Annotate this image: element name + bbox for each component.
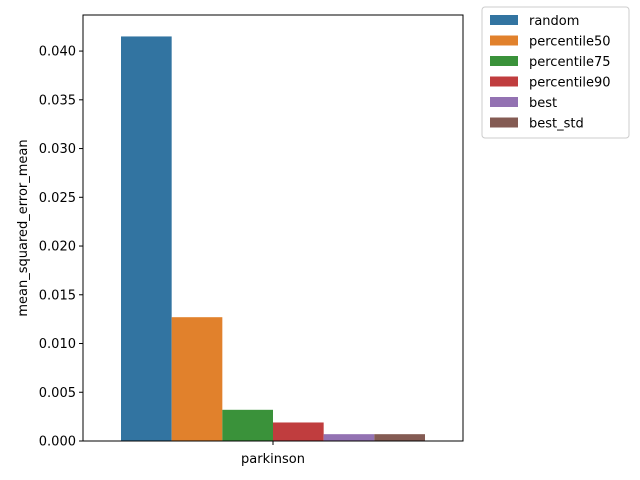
bar-best	[324, 434, 375, 441]
legend-label-best: best	[529, 96, 557, 111]
y-tick-label: 0.000	[39, 435, 76, 450]
y-tick-label: 0.035	[39, 93, 76, 108]
legend-label-percentile50: percentile50	[529, 35, 611, 50]
bar-percentile75	[222, 410, 273, 441]
y-tick-label: 0.020	[39, 240, 76, 255]
x-axis: parkinson	[241, 441, 305, 467]
bars-group	[121, 36, 425, 441]
legend: random percentile50 percentile75 percentile…	[482, 7, 629, 138]
y-tick-label: 0.025	[39, 191, 76, 206]
legend-label-best_std: best_std	[529, 117, 584, 132]
x-tick-label: parkinson	[241, 452, 305, 467]
legend-swatch-percentile50	[490, 36, 518, 46]
legend-swatch-random	[490, 15, 518, 25]
y-tick-label: 0.005	[39, 386, 76, 401]
y-tick-label: 0.030	[39, 142, 76, 157]
bar-percentile50	[172, 317, 223, 441]
y-tick-label: 0.040	[39, 45, 76, 60]
legend-swatch-percentile75	[490, 56, 518, 66]
y-tick-label: 0.015	[39, 288, 76, 303]
y-tick-label: 0.010	[39, 337, 76, 352]
bar-best_std	[374, 434, 425, 441]
y-axis: 0.000 0.005 0.010 0.015 0.020 0.025 0.030 0.035…	[39, 45, 83, 450]
legend-label-percentile75: percentile75	[529, 55, 611, 70]
bar-percentile90	[273, 422, 324, 441]
bar-random	[121, 36, 172, 441]
legend-swatch-best	[490, 97, 518, 107]
legend-label-random: random	[529, 14, 579, 29]
y-axis-label: mean_squared_error_mean	[16, 139, 31, 316]
legend-swatch-best_std	[490, 118, 518, 128]
legend-swatch-percentile90	[490, 77, 518, 87]
legend-label-percentile90: percentile90	[529, 76, 611, 91]
